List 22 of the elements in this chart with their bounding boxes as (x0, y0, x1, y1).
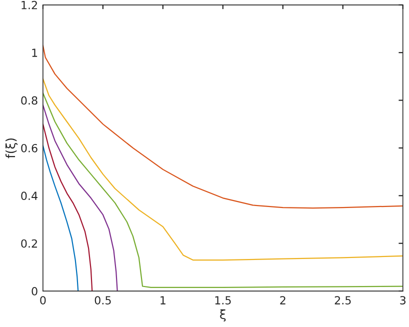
line-series (42, 44, 403, 209)
y-tick-label: 0.6 (21, 144, 38, 152)
y-tick-label: 0 (32, 287, 38, 296)
x-tick-label: 2.5 (334, 296, 351, 304)
line-series (42, 124, 93, 292)
x-tick-label: 2 (280, 296, 286, 304)
x-axis-title: ξ (220, 309, 226, 322)
x-tick-label: 0 (40, 296, 46, 304)
x-tick-label: 3 (400, 296, 406, 304)
line-series (42, 78, 403, 261)
line-series (42, 92, 403, 288)
line-series (42, 145, 79, 292)
line-series (42, 104, 118, 292)
y-tick-label: 1 (32, 48, 38, 57)
x-tick-label: 1 (160, 296, 166, 304)
y-tick-label: 0.8 (21, 96, 38, 105)
y-tick-label: 0.2 (21, 239, 37, 248)
y-tick-label: 0.4 (21, 192, 38, 200)
y-axis-title: f(ξ) (6, 138, 18, 158)
x-tick-label: 1.5 (215, 296, 231, 304)
x-tick-label: 0.5 (94, 296, 111, 304)
y-tick-label: 1.2 (22, 0, 37, 10)
